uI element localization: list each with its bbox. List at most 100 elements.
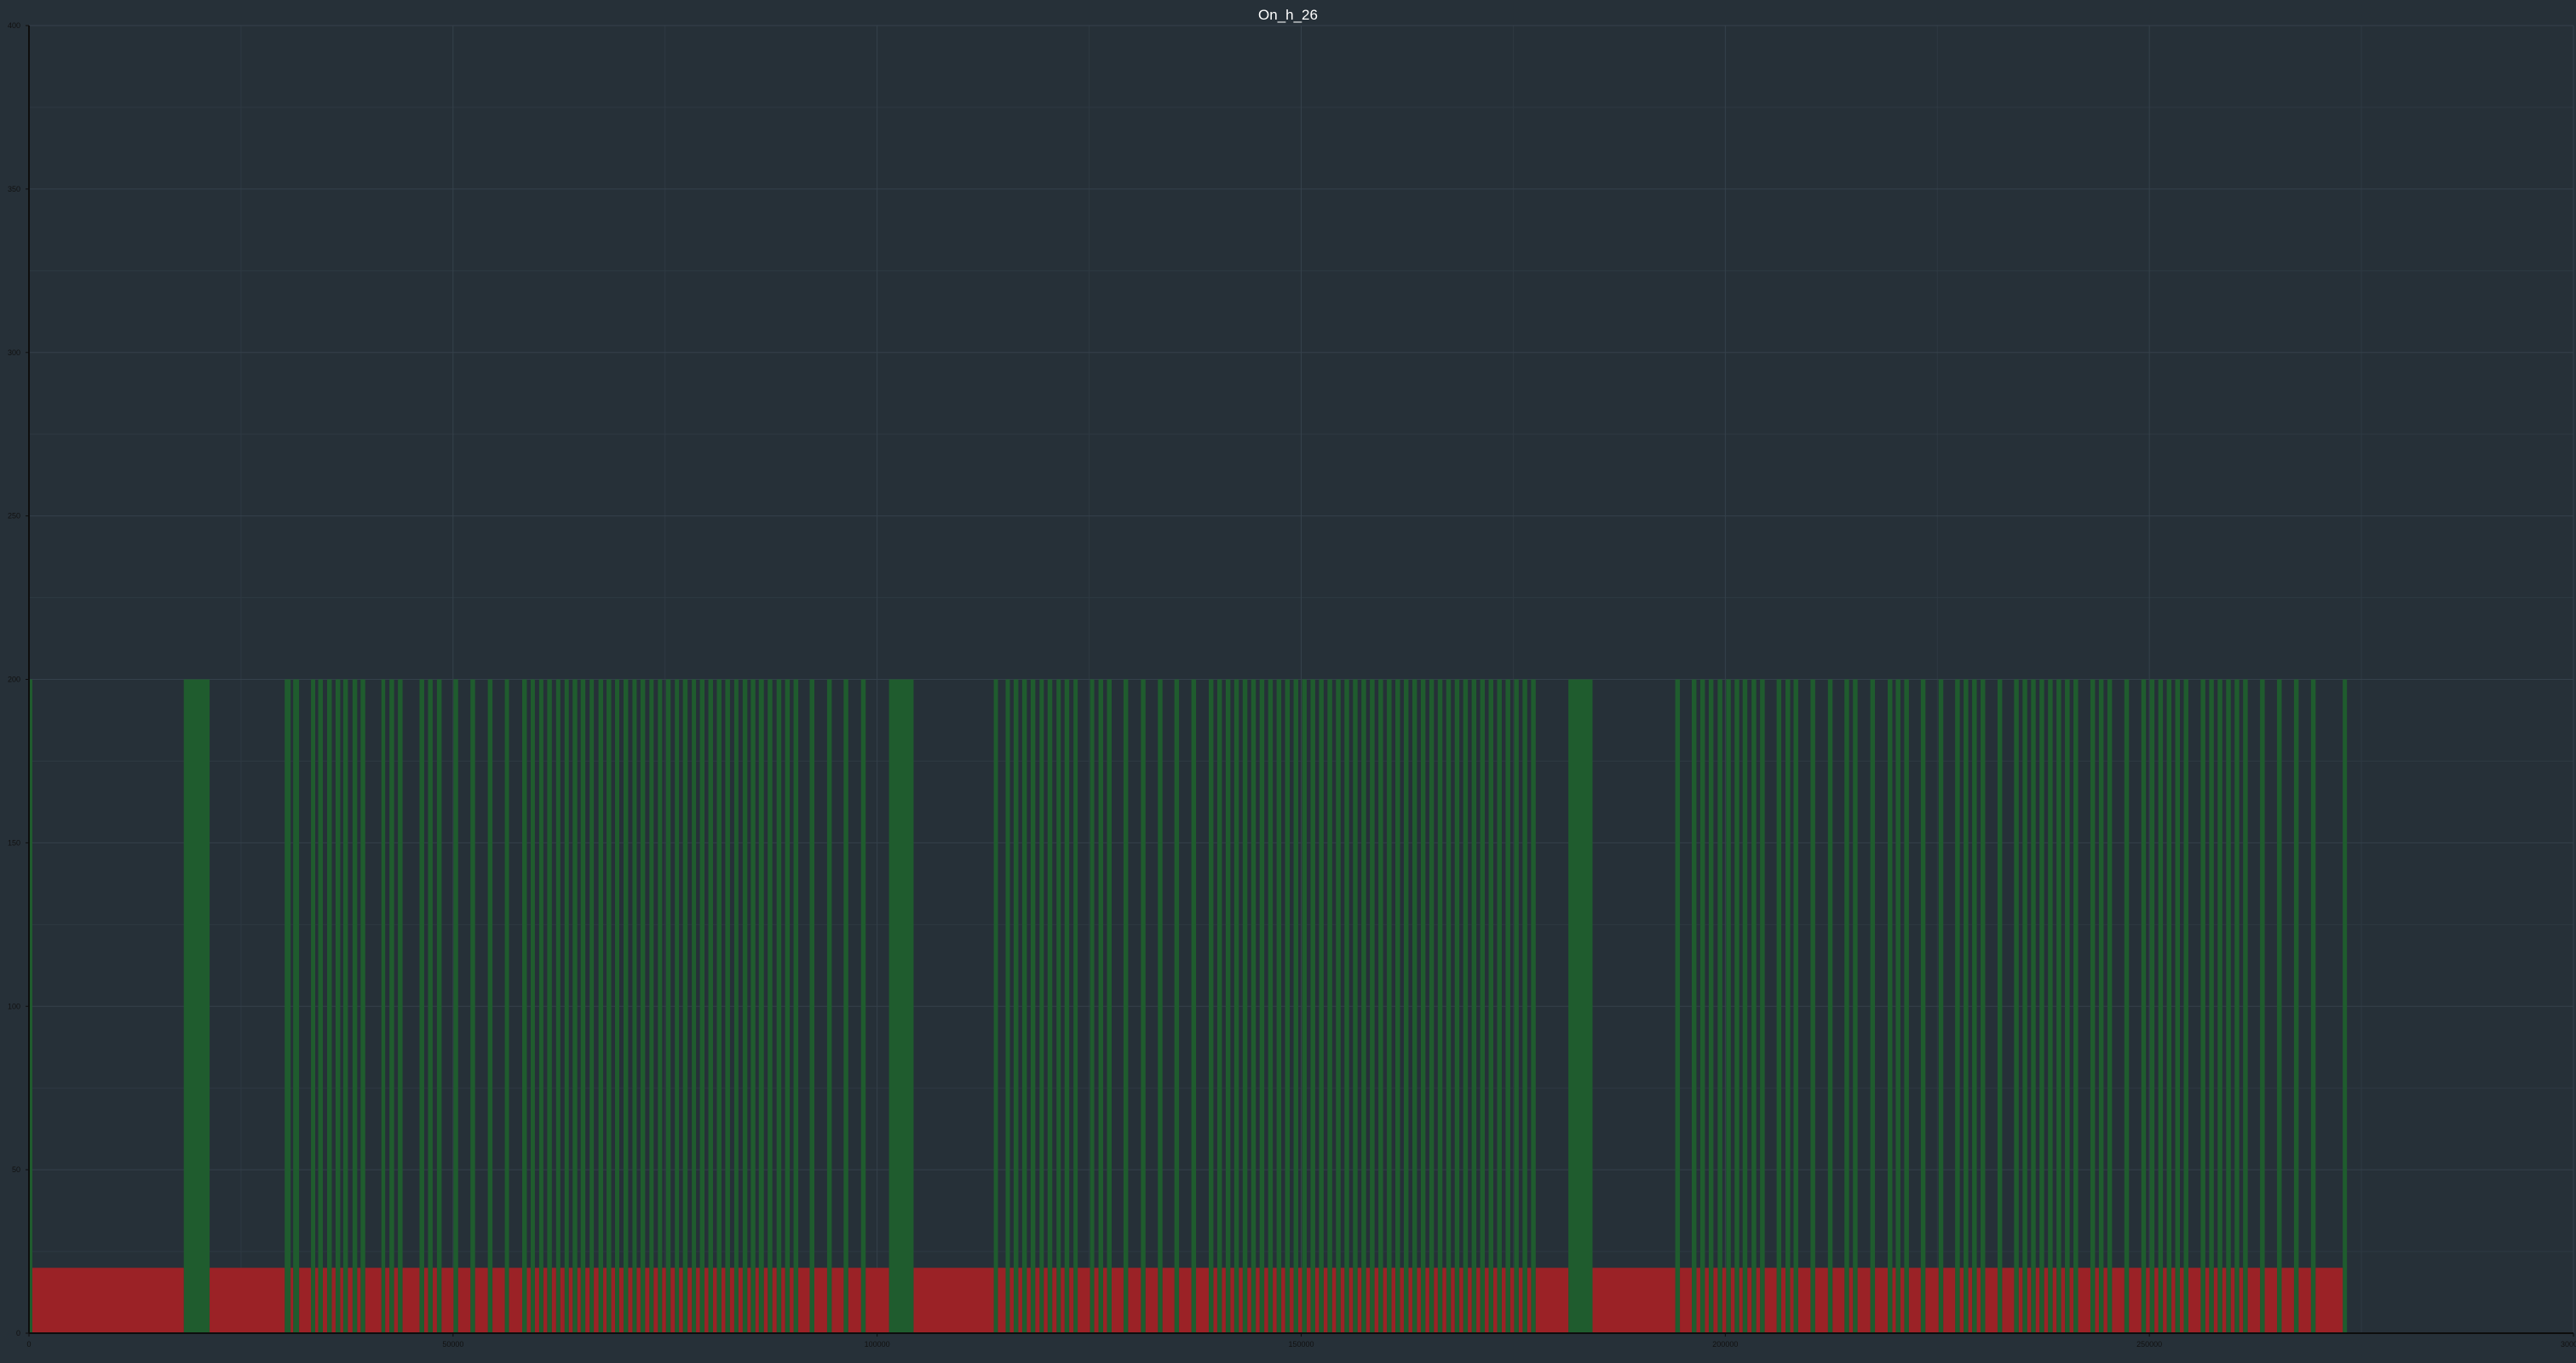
on-bar [993,679,998,1333]
off-bar [385,1268,390,1333]
off-bar [687,1268,693,1333]
off-bar [1900,1268,1905,1333]
off-bar [526,1268,531,1333]
off-bar [534,1268,539,1333]
off-bar [2281,1268,2294,1333]
on-bar [1870,679,1876,1333]
off-bar [357,1268,361,1333]
off-bar [772,1268,777,1333]
on-bar [580,679,586,1333]
off-bar [1797,1268,1811,1333]
on-bar [555,679,561,1333]
off-bar [457,1268,471,1333]
on-bar [1021,679,1027,1333]
off-bar [509,1268,522,1333]
off-bar [679,1268,683,1333]
off-bar [729,1268,734,1333]
off-bar [1306,1268,1311,1333]
on-bar [2039,679,2044,1333]
on-bar [1895,679,1900,1333]
on-bar [285,679,291,1333]
on-bar [888,679,914,1333]
off-bar [1383,1268,1388,1333]
off-bar [1713,1268,1718,1333]
on-bar [1692,679,1697,1333]
on-bar [750,679,756,1333]
on-bar [419,679,424,1333]
off-bar [1357,1268,1362,1333]
off-bar [1959,1268,1964,1333]
off-bar [2069,1268,2074,1333]
on-bar [1480,679,1486,1333]
on-bar [1920,679,1926,1333]
off-bar [1145,1268,1159,1333]
on-bar [183,679,210,1333]
off-bar [653,1268,658,1333]
off-bar [738,1268,743,1333]
on-bar [1216,679,1222,1333]
on-bar [699,679,705,1333]
on-bar [2124,679,2130,1333]
on-bar [1319,679,1324,1333]
off-bar [1391,1268,1396,1333]
on-bar [342,679,348,1333]
on-bar [1760,679,1765,1333]
on-bar [1997,679,2003,1333]
on-bar [1395,679,1400,1333]
on-bar [2065,679,2070,1333]
y-tick-label: 200 [8,676,20,684]
on-bar [589,679,595,1333]
off-bar [1908,1268,1921,1333]
off-bar [670,1268,676,1333]
off-bar [1044,1268,1048,1333]
on-bar [2031,679,2036,1333]
off-bar [594,1268,599,1333]
on-bar [1938,679,1944,1333]
on-bar [2098,679,2104,1333]
on-bar [2107,679,2113,1333]
x-tick-label: 150000 [1288,1340,1314,1349]
on-bar [29,679,32,1333]
on-bar [1446,679,1452,1333]
off-bar [1756,1268,1761,1333]
off-bar [2103,1268,2107,1333]
off-bar [1501,1268,1506,1333]
off-bar [2044,1268,2049,1333]
on-bar [398,679,403,1333]
off-bar [1273,1268,1277,1333]
on-bar [1675,679,1681,1333]
on-bar [1344,679,1349,1333]
x-tick-label: 100000 [865,1340,890,1349]
off-bar [747,1268,751,1333]
on-bar [1568,679,1593,1333]
on-bar [293,679,300,1333]
on-bar [1225,679,1231,1333]
on-bar [2293,679,2299,1333]
off-bar [1256,1268,1260,1333]
off-bar [848,1268,861,1333]
on-bar [649,679,654,1333]
on-bar [2056,679,2061,1333]
on-bar [1981,679,1986,1333]
on-bar [470,679,475,1333]
off-bar [1739,1268,1743,1333]
on-bar [632,679,637,1333]
off-bar [1061,1268,1065,1333]
on-bar [1717,679,1722,1333]
x-tick-label: 0 [26,1340,31,1349]
off-bar [2222,1268,2227,1333]
off-bar [1069,1268,1074,1333]
off-bar [1094,1268,1099,1333]
off-bar [1485,1268,1489,1333]
x-tick-label: 50000 [442,1340,463,1349]
off-bar [210,1268,285,1333]
off-bar [1400,1268,1404,1333]
on-bar [1064,679,1070,1333]
off-bar [2247,1268,2261,1333]
on-bar [615,679,619,1333]
on-bar [1726,679,1731,1333]
off-bar [1009,1268,1014,1333]
on-bar [564,679,569,1333]
off-bar [1230,1268,1234,1333]
